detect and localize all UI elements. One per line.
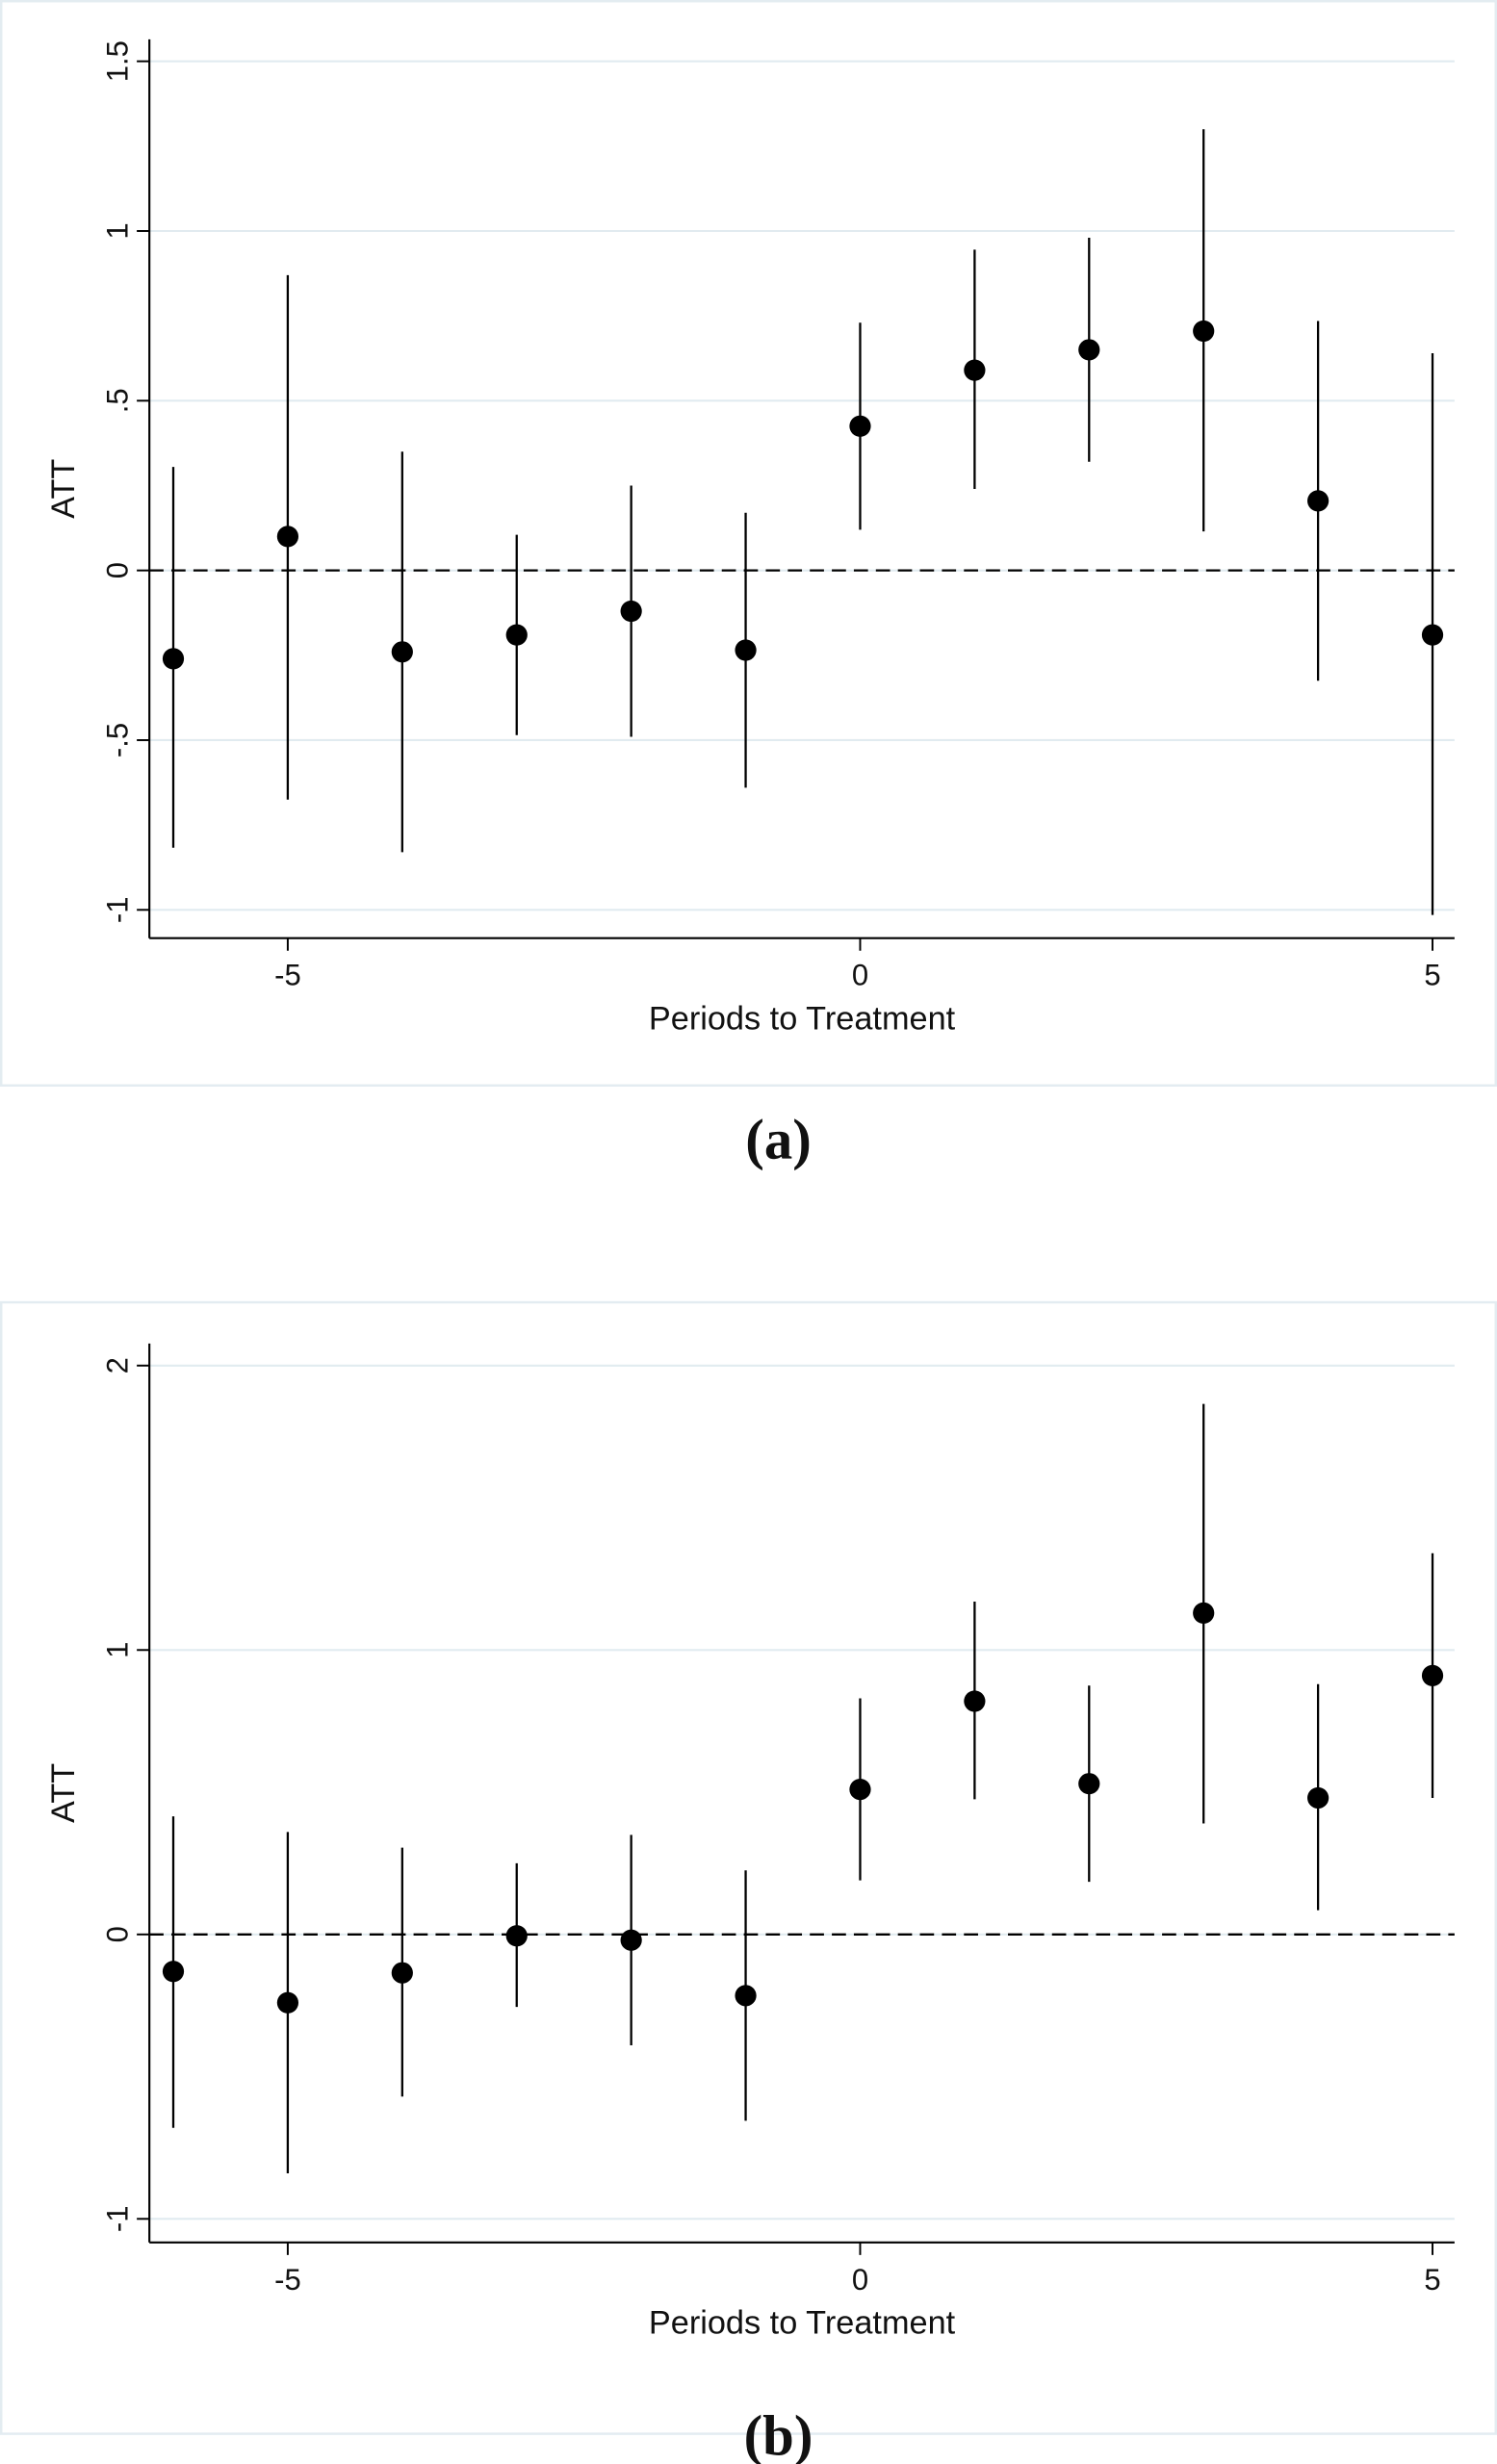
panel-border [0,1300,1497,2435]
x-tick-label: 0 [852,2263,868,2297]
att-point [620,600,642,623]
att-point [1307,490,1329,512]
x-axis-label: Periods to Treatment [649,2304,956,2341]
att-point [1078,339,1100,361]
att-point [1193,1602,1215,1624]
att-point [1307,1786,1329,1810]
att-point [162,648,185,670]
att-point [849,415,871,437]
panel-label: (a) [745,1108,812,1170]
x-tick-label: -5 [274,959,301,992]
y-tick-label: 0 [100,562,134,578]
x-axis-label: Periods to Treatment [649,1000,956,1037]
att-point [620,1929,642,1951]
att-point [964,359,986,381]
att-point [1421,1664,1444,1686]
chart-panel-b: 2 1 0 -1 -5 0 5 Periods to Treatment ATT [0,1300,1497,2435]
x-tick-label: 0 [852,959,868,992]
att-point [391,641,413,663]
panel-label: (b) [744,2404,813,2464]
y-tick-label: 0 [100,1926,134,1942]
att-point [1421,624,1444,646]
att-point [964,1690,986,1712]
y-tick-label: -1 [100,897,134,924]
att-point [505,1925,528,1947]
att-point [391,1962,413,1984]
att-point [1078,1773,1100,1795]
y-tick-label: 2 [100,1357,134,1373]
att-point [276,526,299,548]
x-tick-label: 5 [1424,959,1440,992]
y-axis-label: ATT [45,1763,82,1823]
x-tick-label: 5 [1424,2263,1440,2297]
x-tick-label: -5 [274,2263,301,2297]
y-tick-label: -.5 [100,723,134,757]
att-point [849,1778,871,1801]
y-tick-label: 1 [100,222,134,239]
y-tick-label: .5 [100,388,134,413]
panel-border [0,0,1497,1087]
att-point [162,1961,185,1983]
y-tick-label: 1.5 [100,40,134,82]
y-tick-label: -1 [100,2206,134,2233]
y-axis-label: ATT [45,459,82,519]
att-point [505,624,528,646]
y-tick-label: 1 [100,1642,134,1658]
att-point [735,1985,757,2007]
att-point [1193,320,1215,343]
att-point [735,639,757,661]
att-point [276,1991,299,2014]
